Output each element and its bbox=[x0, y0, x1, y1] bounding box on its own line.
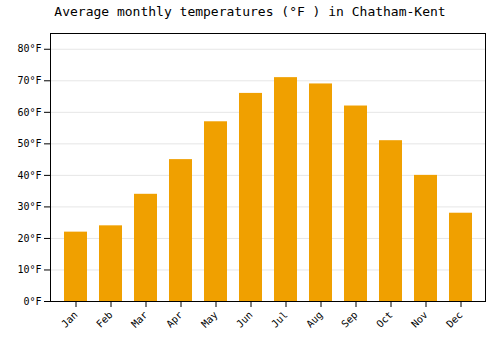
svg-text:Jan: Jan bbox=[59, 309, 80, 330]
svg-text:Dec: Dec bbox=[444, 309, 465, 330]
svg-text:50°F: 50°F bbox=[17, 138, 41, 149]
svg-text:May: May bbox=[199, 309, 220, 330]
svg-text:Oct: Oct bbox=[374, 309, 395, 330]
svg-text:Aug: Aug bbox=[304, 309, 325, 330]
svg-text:70°F: 70°F bbox=[17, 75, 41, 86]
svg-text:20°F: 20°F bbox=[17, 233, 41, 244]
svg-text:40°F: 40°F bbox=[17, 170, 41, 181]
svg-text:Nov: Nov bbox=[409, 309, 430, 330]
svg-text:30°F: 30°F bbox=[17, 201, 41, 212]
svg-text:Jun: Jun bbox=[234, 309, 255, 330]
svg-text:60°F: 60°F bbox=[17, 107, 41, 118]
svg-text:Jul: Jul bbox=[269, 309, 290, 330]
svg-text:Feb: Feb bbox=[94, 309, 115, 330]
svg-text:0°F: 0°F bbox=[23, 296, 41, 307]
svg-text:80°F: 80°F bbox=[17, 43, 41, 54]
svg-text:Apr: Apr bbox=[164, 309, 185, 330]
html-text:Average monthly temperatures (: Average monthly temperatures (°F ) in Ch… bbox=[54, 4, 446, 19]
svg-text:Mar: Mar bbox=[129, 309, 150, 330]
svg-text:10°F: 10°F bbox=[17, 264, 41, 275]
svg-text:Sep: Sep bbox=[339, 309, 360, 330]
